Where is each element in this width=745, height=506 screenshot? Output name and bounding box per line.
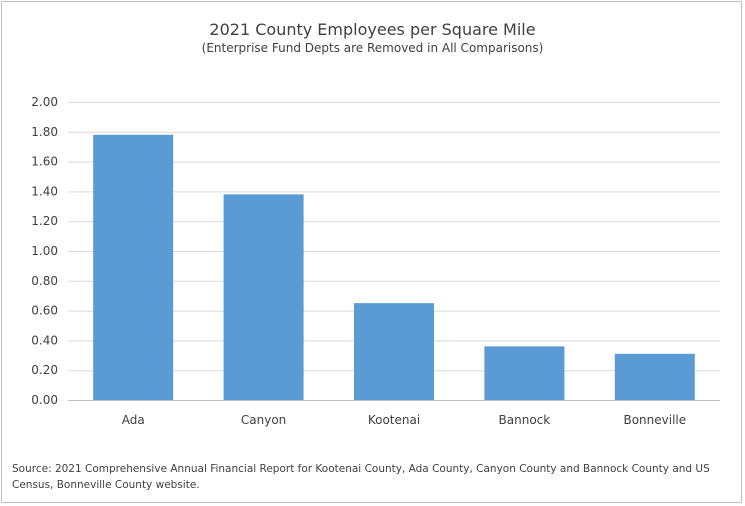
x-tick-label: Ada [122,413,145,427]
y-tick-label: 1.80 [31,125,58,139]
x-tick-label: Bannock [499,413,551,427]
y-tick-label: 1.00 [31,244,58,258]
y-tick-label: 0.80 [31,274,58,288]
y-tick-label: 1.60 [31,155,58,169]
source-note: Source: 2021 Comprehensive Annual Financ… [12,463,710,491]
bar-ada [93,134,174,400]
chart-subtitle: (Enterprise Fund Depts are Removed in Al… [201,41,544,55]
chart-title: 2021 County Employees per Square Mile [209,20,536,39]
x-tick-label: Bonneville [623,413,686,427]
bar-kootenai [354,303,434,400]
y-tick-label: 0.20 [31,363,58,377]
x-tick-label: Kootenai [368,413,420,427]
y-tick-label: 2.00 [31,95,58,109]
bar-bannock [484,346,565,400]
bar-canyon [223,194,304,400]
y-tick-label: 1.20 [31,214,58,228]
y-tick-label: 0.40 [31,333,58,347]
y-tick-label: 1.40 [31,184,58,198]
x-tick-label: Canyon [241,413,286,427]
y-tick-label: 0.60 [31,304,58,318]
y-tick-label: 0.00 [31,393,58,407]
bar-bonneville [614,353,695,400]
